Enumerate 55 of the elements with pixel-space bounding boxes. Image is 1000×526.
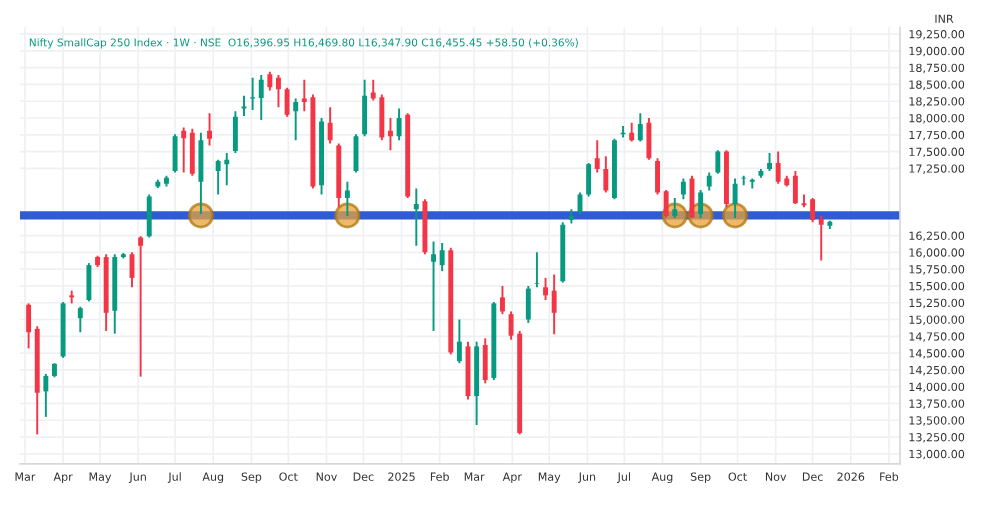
candlestick xyxy=(500,284,505,316)
candlestick xyxy=(603,155,609,194)
candlestick xyxy=(456,318,462,365)
candlestick xyxy=(482,337,488,385)
candlestick xyxy=(198,131,204,216)
candlestick xyxy=(26,302,32,350)
candlestick xyxy=(431,240,436,332)
candlestick xyxy=(327,106,333,145)
candlestick xyxy=(396,107,402,142)
candlestick xyxy=(267,70,273,92)
candlestick xyxy=(637,112,643,143)
candlestick xyxy=(629,121,635,143)
candlestick xyxy=(86,262,92,303)
candlestick xyxy=(388,117,393,152)
candlestick xyxy=(646,117,652,161)
candlestick xyxy=(215,158,221,196)
candlestick xyxy=(439,241,445,273)
candlestick xyxy=(362,78,368,138)
candlestick xyxy=(749,177,755,190)
candlestick xyxy=(181,126,187,174)
candlestick xyxy=(551,273,557,336)
candlestick xyxy=(344,180,350,218)
candlestick xyxy=(207,112,212,147)
candlestick xyxy=(189,127,195,177)
candlestick xyxy=(543,276,548,302)
candlestick xyxy=(258,74,264,122)
candlestick xyxy=(43,372,49,418)
candlestick xyxy=(810,196,816,224)
candlestick xyxy=(655,157,660,196)
candlestick xyxy=(792,170,798,205)
candlestick xyxy=(698,188,704,220)
candlestick xyxy=(77,305,83,334)
candlestick xyxy=(663,188,669,219)
candlestick xyxy=(534,251,540,289)
candlestick xyxy=(284,86,290,118)
candlestick xyxy=(138,235,144,378)
candlestick xyxy=(594,139,600,174)
candlestick xyxy=(672,196,678,220)
candlestick xyxy=(172,133,178,174)
candlestick xyxy=(379,93,385,142)
candlestick xyxy=(276,74,281,109)
candlestick xyxy=(732,177,738,220)
candlestick xyxy=(413,187,419,247)
candlestick xyxy=(146,193,152,239)
candlestick xyxy=(293,97,299,142)
candlestick xyxy=(586,162,592,198)
candlestick xyxy=(250,76,256,111)
candlestick xyxy=(715,149,721,175)
candlestick xyxy=(232,110,238,154)
candlestick xyxy=(680,177,686,201)
candlestick xyxy=(775,150,781,185)
candlestick xyxy=(818,215,824,262)
candlestick xyxy=(525,284,531,324)
candlestick xyxy=(767,151,772,173)
candlestick xyxy=(706,171,712,192)
